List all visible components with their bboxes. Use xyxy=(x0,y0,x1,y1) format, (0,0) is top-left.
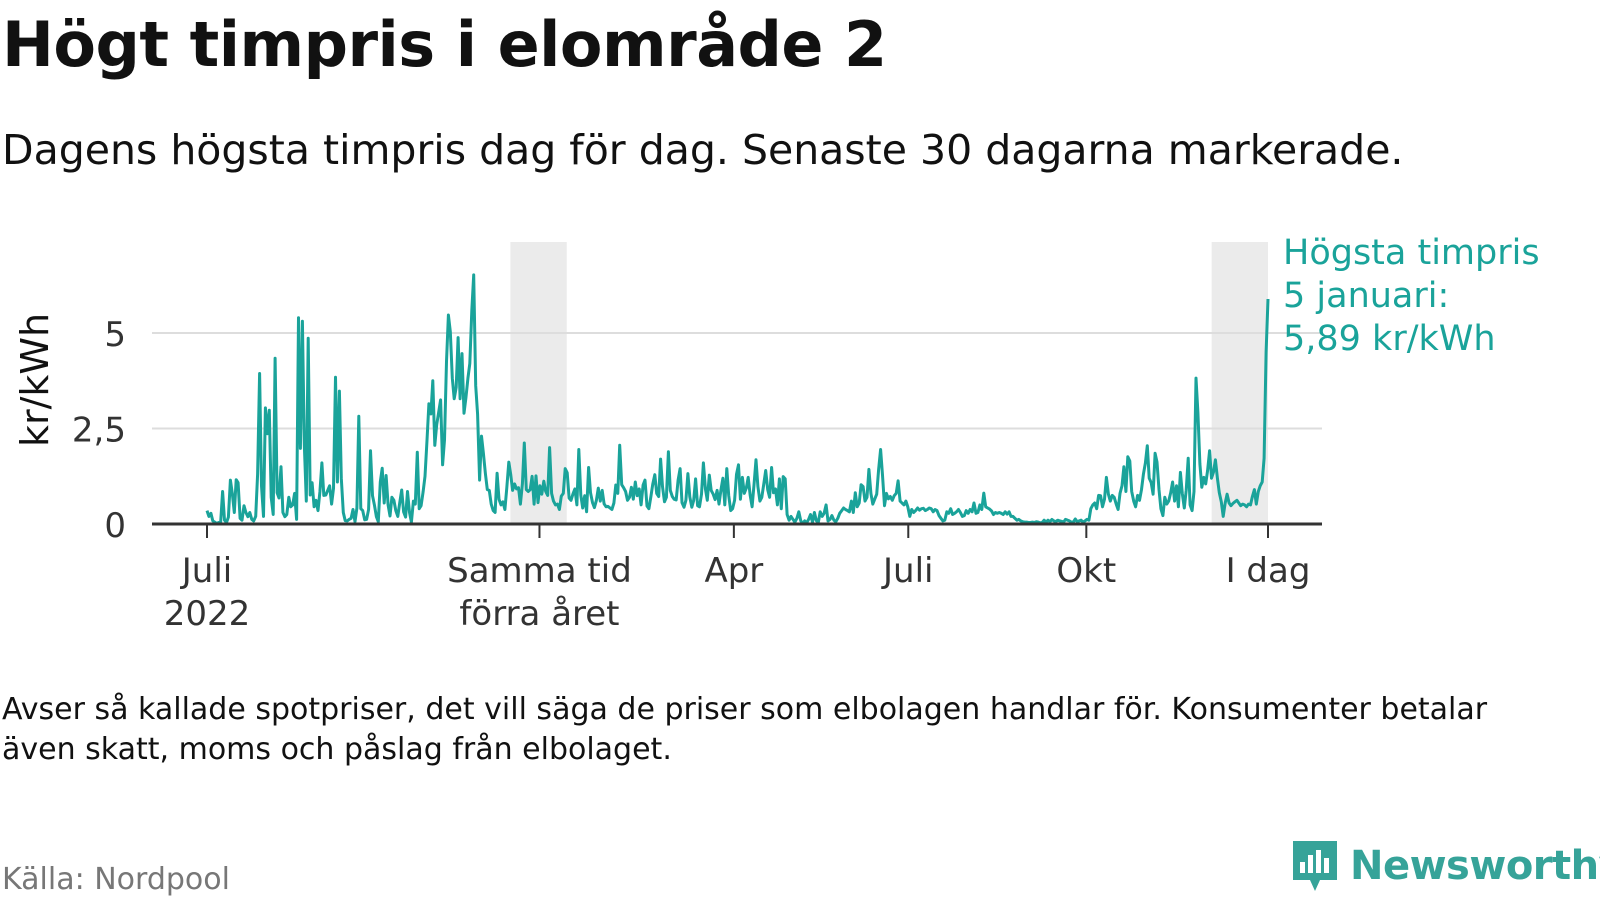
y-tick-label: 0 xyxy=(104,506,126,546)
annotation-line: 5,89 kr/kWh xyxy=(1283,319,1496,359)
annotation-line: 5 januari: xyxy=(1283,276,1449,316)
chart-title: Högt timpris i elområde 2 xyxy=(2,8,887,81)
highlight-band-1 xyxy=(510,242,567,524)
x-tick-label: Juli xyxy=(180,551,232,591)
source-credit: Källa: Nordpool xyxy=(2,862,230,897)
highlight-bands xyxy=(510,242,1268,524)
y-tick-label: 2,5 xyxy=(72,411,126,451)
x-tick-label: 2022 xyxy=(164,594,251,634)
y-axis: 02,55 xyxy=(72,315,126,546)
highlight-band-2 xyxy=(1211,242,1268,524)
footnote: Avser så kallade spotpriser, det vill sä… xyxy=(2,692,1488,767)
x-tick-label: förra året xyxy=(459,594,619,634)
annotation-line: Högsta timpris xyxy=(1283,233,1540,273)
chart-subtitle: Dagens högsta timpris dag för dag. Senas… xyxy=(2,126,1404,174)
x-tick-label: Juli xyxy=(881,551,933,591)
x-tick-label: Samma tid xyxy=(447,551,632,591)
series-line xyxy=(205,273,1270,526)
y-axis-label: kr/kWh xyxy=(13,313,57,447)
x-tick-label: I dag xyxy=(1226,551,1311,591)
x-tick-label: Apr xyxy=(704,551,763,591)
y-tick-label: 5 xyxy=(104,315,126,355)
grid-lines xyxy=(152,332,1322,430)
newsworthy-logo-icon xyxy=(1293,841,1337,891)
x-tick-label: Okt xyxy=(1056,551,1116,591)
logo-text: Newsworthy xyxy=(1350,843,1600,889)
newsworthy-logo: Newsworthy xyxy=(1290,838,1600,894)
